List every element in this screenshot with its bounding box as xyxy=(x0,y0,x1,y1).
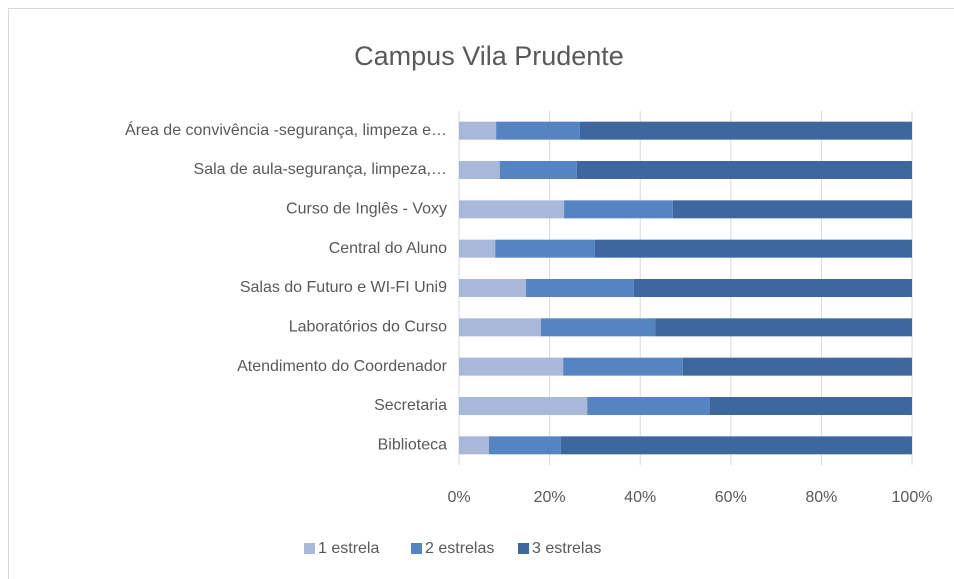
legend-swatch xyxy=(411,543,422,554)
bar-segment xyxy=(459,161,500,179)
y-tick-label: Secretaria xyxy=(374,397,447,414)
y-tick-label: Área de convivência -segurança, limpeza … xyxy=(125,120,447,139)
bar-segment xyxy=(579,121,912,140)
chart-title: Campus Vila Prudente xyxy=(354,41,624,71)
bar-segment xyxy=(526,279,634,297)
y-tick-label: Salas do Futuro e WI-FI Uni9 xyxy=(240,279,447,296)
bar-segment xyxy=(560,436,912,455)
bar-segment xyxy=(459,279,527,297)
bar-segment xyxy=(682,357,912,376)
x-tick-label: 20% xyxy=(534,489,566,506)
bar-segment xyxy=(672,200,912,219)
legend-swatch xyxy=(304,543,315,554)
bar-segment xyxy=(655,318,912,337)
x-tick-label: 100% xyxy=(892,489,933,506)
x-tick-label: 80% xyxy=(805,489,837,506)
legend-label: 3 estrelas xyxy=(532,540,601,557)
bar-segment xyxy=(459,200,565,219)
legend-swatch xyxy=(518,543,529,554)
x-tick-label: 40% xyxy=(624,489,656,506)
y-tick-label: Biblioteca xyxy=(378,437,447,454)
y-tick-label: Laboratórios do Curso xyxy=(289,319,447,336)
bar-segment xyxy=(563,357,683,376)
bar-segment xyxy=(488,436,561,455)
y-tick-label: Curso de Inglês - Voxy xyxy=(286,201,447,218)
bar-segment xyxy=(459,121,497,140)
y-tick-label: Central do Aluno xyxy=(329,240,447,257)
x-tick-label: 60% xyxy=(715,489,747,506)
y-tick-label: Sala de aula-segurança, limpeza,… xyxy=(194,161,447,178)
bar-segment xyxy=(459,397,588,415)
bar-segment xyxy=(499,161,577,179)
bar-segment xyxy=(587,397,710,415)
bar-segment xyxy=(709,397,912,415)
bar-segment xyxy=(459,239,496,258)
bar-segment xyxy=(459,436,489,455)
bar-segment xyxy=(564,200,673,219)
y-tick-label: Atendimento do Coordenador xyxy=(237,358,448,375)
bar-segment xyxy=(495,239,595,258)
bar-segment xyxy=(576,161,912,179)
bar-segment xyxy=(496,121,580,140)
bar-segment xyxy=(459,357,564,376)
x-tick-label: 0% xyxy=(447,489,470,506)
legend-label: 2 estrelas xyxy=(425,540,494,557)
bar-segment xyxy=(594,239,912,258)
bar-segment xyxy=(540,318,656,337)
bar-segment xyxy=(633,279,912,297)
legend-label: 1 estrela xyxy=(318,540,379,557)
bar-segment xyxy=(459,318,541,337)
